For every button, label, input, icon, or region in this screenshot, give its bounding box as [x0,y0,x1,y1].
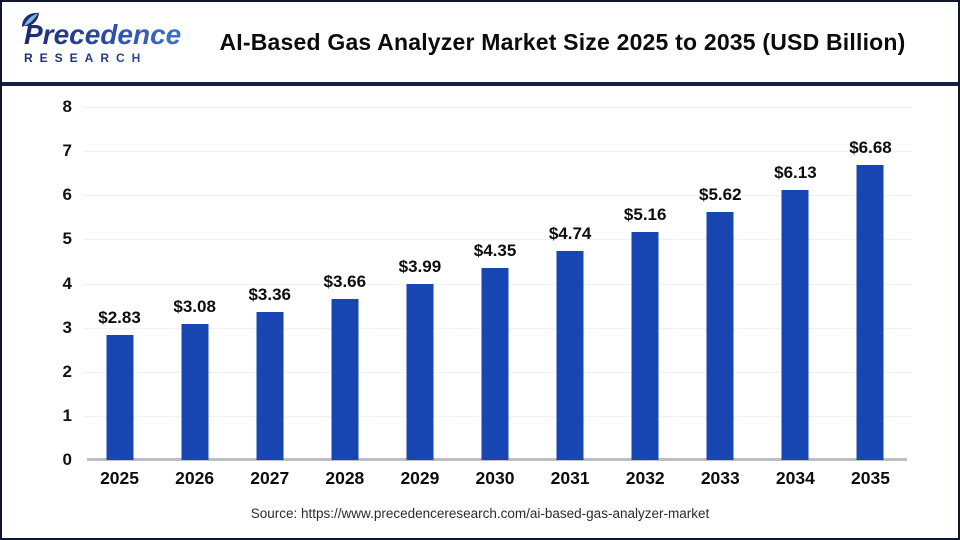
logo-subtitle: RESEARCH [24,52,197,64]
gridline [82,239,912,241]
bar-value-label: $5.16 [623,205,667,225]
x-tick-label-2034: 2034 [775,468,815,488]
bar-value-label: $5.62 [699,185,742,205]
bar-2027 [256,311,284,460]
y-tick-label: 1 [62,405,72,425]
chart-title: AI-Based Gas Analyzer Market Size 2025 t… [219,28,906,55]
bar-2031 [556,250,584,460]
bar-group-2032: $5.16 [608,107,683,460]
x-tick-label-2030: 2030 [475,468,515,488]
bar-value-label: $6.68 [849,138,892,158]
precedence-research-logo: Precedence RESEARCH [2,12,197,64]
y-tick-label: 3 [62,317,72,337]
x-tick-label-2035: 2035 [851,468,890,488]
bar-2032 [631,232,659,460]
bar-group-2026: $3.08 [157,107,232,460]
y-axis-labels: 0 1 2 3 4 5 6 7 8 [30,97,72,469]
bar-value-label: $2.83 [98,308,141,328]
x-tick-label-2032: 2032 [625,468,665,488]
bar-2026 [181,324,209,460]
bar-group-2025: $2.83 [82,107,157,460]
header-divider [2,82,958,86]
y-tick-label: 5 [62,229,72,249]
bar-2028 [331,298,359,460]
bar-2030 [481,268,509,460]
bar-value-label: $3.36 [248,284,292,304]
bar-2034 [781,189,809,460]
bar-value-label: $4.35 [473,241,517,261]
bar-series: $2.83 $3.08 $3.36 $3.66 $3.99 $4.35 $4.74 $5.16… [82,107,908,460]
x-tick-label-2028: 2028 [325,468,365,488]
bar-group-2027: $3.36 [232,107,307,460]
bar-2035 [856,165,884,460]
gridline [82,107,912,108]
x-tick-label-2029: 2029 [400,468,440,488]
logo-wordmark: Precedence [24,20,197,49]
x-tick-label-2031: 2031 [550,468,590,488]
x-tick-label-2027: 2027 [250,468,290,488]
bar-2029 [406,283,434,460]
leaf-icon [22,12,39,27]
bar-group-2029: $3.99 [382,107,457,460]
y-tick-label: 8 [62,97,72,116]
bar-group-2035: $6.68 [833,107,908,460]
x-tick-label-2033: 2033 [700,468,740,488]
bar-group-2031: $4.74 [533,107,608,460]
bar-2025 [106,335,134,460]
header: Precedence RESEARCH AI-Based Gas Analyze… [2,2,958,82]
bar-value-label: $3.66 [323,271,367,291]
y-tick-label: 4 [62,273,72,293]
bar-group-2030: $4.35 [457,107,532,460]
x-axis-labels: 2025 2026 2027 2028 2029 2030 2031 2032 2033 2034… [82,468,908,494]
bar-group-2034: $6.13 [758,107,833,460]
bar-group-2028: $3.66 [307,107,382,460]
y-tick-label: 6 [62,185,72,205]
bar-value-label: $4.74 [548,223,592,243]
bar-value-label: $3.99 [398,256,442,276]
source-attribution: Source: https://www.precedenceresearch.c… [250,506,710,521]
bar-2033 [706,212,734,460]
x-tick-label-2025: 2025 [100,468,140,488]
bar-value-label: $3.08 [173,297,216,317]
gridline [82,195,912,197]
bar-group-2033: $5.62 [683,107,758,460]
x-tick-label-2026: 2026 [175,468,215,488]
bar-value-label: $6.13 [774,162,817,182]
chart-region: 0 1 2 3 4 5 6 7 8 $2.83 $3.08 $3.36 $3.66 $3.99 $4.35… [2,86,958,538]
gridline [82,151,912,153]
y-tick-label: 7 [62,141,72,161]
y-tick-label: 2 [62,361,72,381]
y-tick-label: 0 [62,450,72,469]
